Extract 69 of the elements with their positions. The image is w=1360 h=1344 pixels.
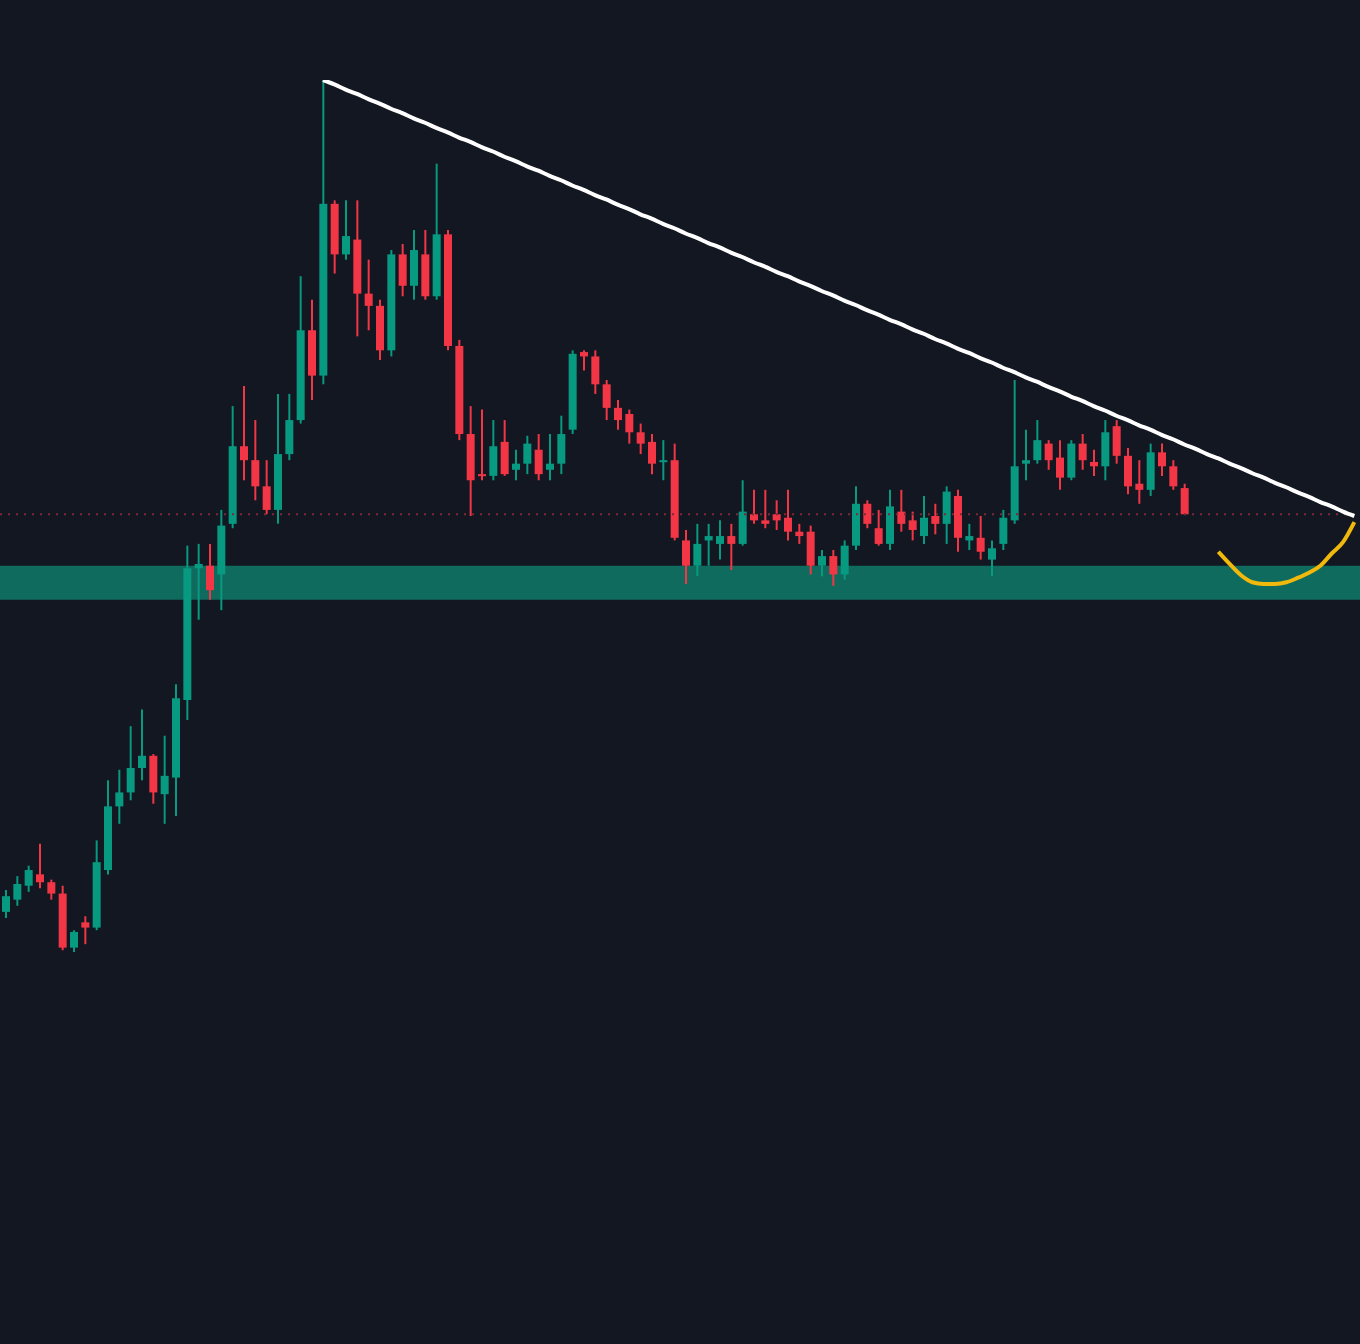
candlestick: [1158, 442, 1166, 477]
candlestick: [1067, 439, 1076, 482]
candlestick: [591, 349, 600, 395]
candlestick: [364, 258, 373, 332]
candlestick: [1180, 482, 1189, 516]
candlestick: [931, 502, 940, 536]
candlestick: [806, 524, 815, 576]
candlestick: [285, 392, 294, 462]
candlestick: [920, 494, 928, 545]
candlestick: [897, 488, 906, 533]
candlestick: [251, 419, 260, 502]
candlestick: [546, 433, 554, 482]
candlestick: [489, 419, 498, 482]
candlestick: [693, 522, 702, 578]
candlestick: [954, 488, 962, 553]
candlestick: [840, 539, 849, 581]
candlestick: [1169, 459, 1178, 491]
candlestick: [829, 549, 838, 587]
candlestick: [149, 753, 158, 805]
candlestick: [908, 510, 917, 542]
candlestick: [115, 768, 124, 825]
candlestick: [206, 542, 214, 601]
candlestick: [24, 864, 33, 893]
candlestick: [852, 485, 860, 552]
candlestick: [942, 485, 951, 545]
candlestick: [863, 499, 872, 530]
candlestick: [500, 419, 509, 477]
candlestick: [421, 228, 430, 301]
candlestick: [727, 522, 736, 572]
candlestick: [47, 878, 56, 901]
candlestick: [410, 228, 418, 301]
candlestick: [1022, 428, 1030, 482]
candlestick: [1101, 419, 1110, 482]
candlestick: [999, 508, 1008, 552]
candlestick: [965, 522, 974, 552]
candlestick: [240, 385, 248, 482]
candlestick: [750, 488, 758, 525]
candlestick: [874, 508, 883, 547]
candlestick: [976, 515, 985, 561]
candlestick: [126, 725, 135, 802]
candlestick: [1078, 433, 1087, 471]
candlestick: [602, 378, 611, 422]
candlestick: [795, 522, 804, 545]
candlestick: [523, 434, 532, 476]
candlestick: [1112, 419, 1121, 465]
candlestick: [342, 199, 350, 261]
candlestick: [1033, 419, 1042, 465]
candlestick: [886, 488, 894, 552]
candlestick: [194, 542, 203, 621]
candlestick: [761, 488, 770, 530]
candlestick: [36, 842, 44, 890]
candlestick: [580, 349, 588, 372]
candlestick: [738, 479, 747, 547]
candlestick: [1090, 448, 1098, 477]
candlestick: [818, 549, 826, 578]
candlestick: [376, 298, 384, 361]
candlestick: [988, 539, 996, 578]
candlestick: [308, 298, 316, 402]
candlestick: [557, 414, 566, 476]
candlestick: [534, 433, 543, 482]
candlestick: [138, 708, 146, 782]
candlestick: [398, 242, 407, 298]
candlestick: [1146, 442, 1155, 497]
candlestick: [262, 459, 271, 516]
candlestick: [659, 439, 668, 482]
candlestick: [81, 915, 90, 946]
candlestick: [512, 448, 520, 482]
candlestick: [70, 929, 78, 952]
candlestick: [682, 528, 690, 586]
